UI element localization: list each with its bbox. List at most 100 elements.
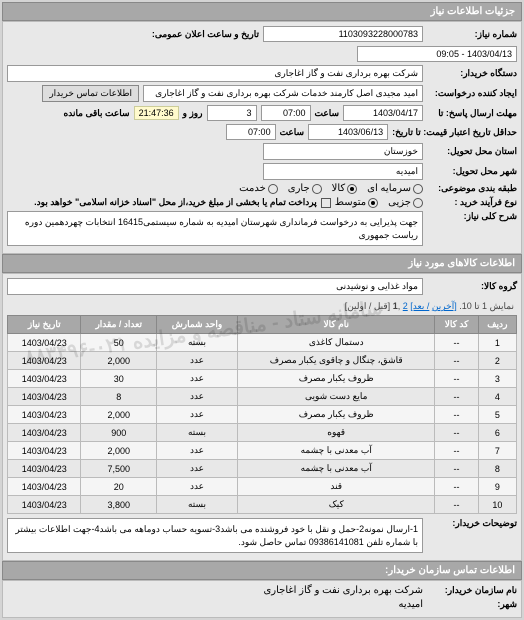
contact-header: اطلاعات تماس سازمان خریدار: (2, 561, 522, 580)
partial-pay-label: پرداخت تمام یا بخشی از مبلغ خرید،از محل … (34, 197, 317, 208)
cell-date: 1403/04/23 (8, 406, 81, 424)
contact-buyer-button[interactable]: اطلاعات تماس خریدار (42, 85, 139, 102)
buyer-org-label: نام سازمان خریدار: (427, 585, 517, 596)
cell-n: 9 (478, 478, 516, 496)
cell-unit: عدد (156, 352, 237, 370)
cell-qty: 30 (81, 370, 157, 388)
cell-name: قند (238, 478, 435, 496)
cell-n: 10 (478, 496, 516, 514)
table-row: 5--ظروف یکبار مصرفعدد2,0001403/04/23 (8, 406, 517, 424)
cell-name: دستمال کاغذی (238, 334, 435, 352)
radio-small-label: جزیی (388, 197, 411, 208)
cell-n: 7 (478, 442, 516, 460)
remain-days: 3 (207, 105, 257, 121)
cell-n: 3 (478, 370, 516, 388)
buyer-company-label: دستگاه خریدار: (427, 68, 517, 79)
pager-showing: نمایش 1 تا 10. (459, 301, 514, 311)
goods-header: اطلاعات کالاهای مورد نیاز (2, 254, 522, 273)
table-row: 9--قندعدد201403/04/23 (8, 478, 517, 496)
cell-qty: 2,000 (81, 406, 157, 424)
radio-goods[interactable] (347, 184, 357, 194)
table-row: 1--دستمال کاغذیبسته501403/04/23 (8, 334, 517, 352)
cell-date: 1403/04/23 (8, 352, 81, 370)
budget-type-label: طبقه بندی موضوعی: (427, 183, 517, 194)
table-row: 6--قهوهبسته9001403/04/23 (8, 424, 517, 442)
general-desc-value: جهت پذیرایی به درخواست فرمانداری شهرستان… (7, 211, 423, 246)
cell-unit: عدد (156, 478, 237, 496)
notes-label: توضیحات خریدار: (427, 518, 517, 529)
cell-unit: عدد (156, 442, 237, 460)
notes-value: 1-ارسال نمونه2-حمل و نقل با خود فروشنده … (7, 518, 423, 553)
contact-section: نام سازمان خریدار: شرکت بهره برداری نفت … (2, 580, 522, 618)
delivery-state-label: استان محل تحویل: (427, 146, 517, 157)
cell-name: مایع دست شویی (238, 388, 435, 406)
radio-current[interactable] (312, 184, 322, 194)
req-number-label: شماره نیاز: (427, 29, 517, 40)
radio-small[interactable] (413, 198, 423, 208)
form-details: شماره نیاز: 1103093228000783 تاریخ و ساع… (2, 21, 522, 254)
announce-date-value: 1403/04/13 - 09:05 (357, 46, 517, 62)
day-and-label: روز و (183, 108, 203, 119)
goods-table: ردیف کد کالا نام کالا واحد شمارش تعداد /… (7, 315, 517, 514)
cell-qty: 900 (81, 424, 157, 442)
cell-name: قاشق، چنگال و چاقوی یکبار مصرف (238, 352, 435, 370)
cell-n: 1 (478, 334, 516, 352)
table-row: 4--مایع دست شوییعدد81403/04/23 (8, 388, 517, 406)
pager-2[interactable]: 2 (403, 301, 408, 311)
table-row: 7--آب معدنی با چشمهعدد2,0001403/04/23 (8, 442, 517, 460)
pager-1: 1 (393, 301, 398, 311)
cell-qty: 3,800 (81, 496, 157, 514)
reply-date-value: 1403/04/17 (343, 105, 423, 121)
cell-code: -- (435, 424, 478, 442)
cell-code: -- (435, 496, 478, 514)
cell-date: 1403/04/23 (8, 424, 81, 442)
cell-date: 1403/04/23 (8, 334, 81, 352)
cell-code: -- (435, 370, 478, 388)
cell-name: آب معدنی با چشمه (238, 460, 435, 478)
cell-code: -- (435, 460, 478, 478)
general-desc-label: شرح کلی نیاز: (427, 211, 517, 222)
buyer-org-value: شرکت بهره برداری نفت و گاز اغاجاری (263, 585, 423, 596)
cell-unit: بسته (156, 496, 237, 514)
cell-qty: 7,500 (81, 460, 157, 478)
radio-capital-label: سرمایه ای (367, 183, 411, 194)
radio-capital[interactable] (413, 184, 423, 194)
contract-type-label: نوع فرآیند خرید : (427, 197, 517, 208)
radio-medium-label: متوسط (335, 197, 366, 208)
cell-unit: عدد (156, 460, 237, 478)
hour-label-2: ساعت (280, 127, 305, 138)
cell-qty: 2,000 (81, 352, 157, 370)
credit-date-value: 1403/06/13 (308, 124, 388, 140)
pager-next[interactable]: / بعد] (410, 301, 429, 311)
delivery-city-label: شهر محل تحویل: (427, 166, 517, 177)
main-header: جزئیات اطلاعات نیاز (2, 2, 522, 21)
cell-n: 2 (478, 352, 516, 370)
cell-qty: 50 (81, 334, 157, 352)
cell-date: 1403/04/23 (8, 370, 81, 388)
cell-qty: 8 (81, 388, 157, 406)
table-row: 3--ظروف یکبار مصرفعدد301403/04/23 (8, 370, 517, 388)
cell-qty: 2,000 (81, 442, 157, 460)
pager-last[interactable]: [آخرین (432, 301, 457, 311)
budget-radio-group: سرمایه ای کالا جاری خدمت (239, 183, 423, 194)
delivery-state-value: خوزستان (263, 143, 423, 160)
buyer-city-label: شهر: (427, 599, 517, 610)
cell-n: 6 (478, 424, 516, 442)
cell-name: ظروف یکبار مصرف (238, 370, 435, 388)
col-row: ردیف (478, 316, 516, 334)
cell-unit: بسته (156, 424, 237, 442)
reply-time-value: 07:00 (261, 105, 311, 121)
remaining-label: ساعت باقی مانده (64, 108, 130, 119)
cell-code: -- (435, 442, 478, 460)
radio-medium[interactable] (368, 198, 378, 208)
table-row: 8--آب معدنی با چشمهعدد7,5001403/04/23 (8, 460, 517, 478)
credit-time-value: 07:00 (226, 124, 276, 140)
partial-pay-checkbox[interactable] (321, 198, 331, 208)
requester-label: ایجاد کننده درخواست: (427, 88, 517, 99)
radio-service[interactable] (268, 184, 278, 194)
cell-code: -- (435, 334, 478, 352)
col-unit: واحد شمارش (156, 316, 237, 334)
col-qty: تعداد / مقدار (81, 316, 157, 334)
req-number-value: 1103093228000783 (263, 26, 423, 42)
cell-unit: عدد (156, 406, 237, 424)
